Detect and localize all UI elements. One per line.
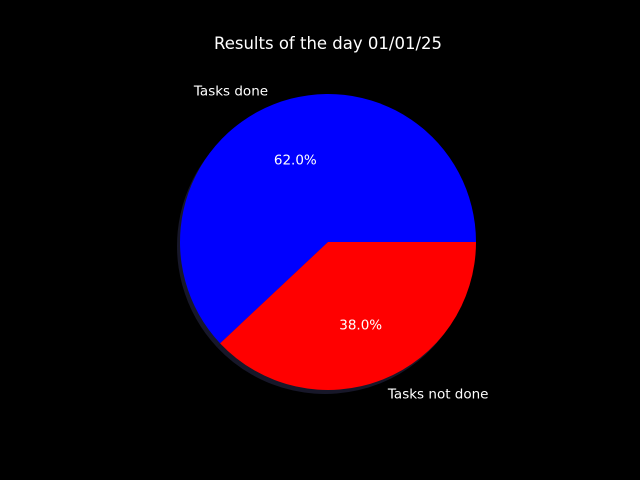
pie-labels: Tasks done 62.0% Tasks not done 38.0% — [193, 84, 489, 403]
slice-tasks-done — [180, 94, 476, 344]
chart-title: Results of the day 01/01/25 — [214, 34, 442, 53]
slice-tasks-not-done — [220, 242, 476, 391]
percent-tasks-not-done: 38.0% — [339, 318, 382, 334]
pie-slices — [180, 94, 476, 391]
label-tasks-not-done: Tasks not done — [387, 386, 489, 402]
label-tasks-done: Tasks done — [193, 84, 268, 100]
percent-tasks-done: 62.0% — [274, 152, 317, 168]
